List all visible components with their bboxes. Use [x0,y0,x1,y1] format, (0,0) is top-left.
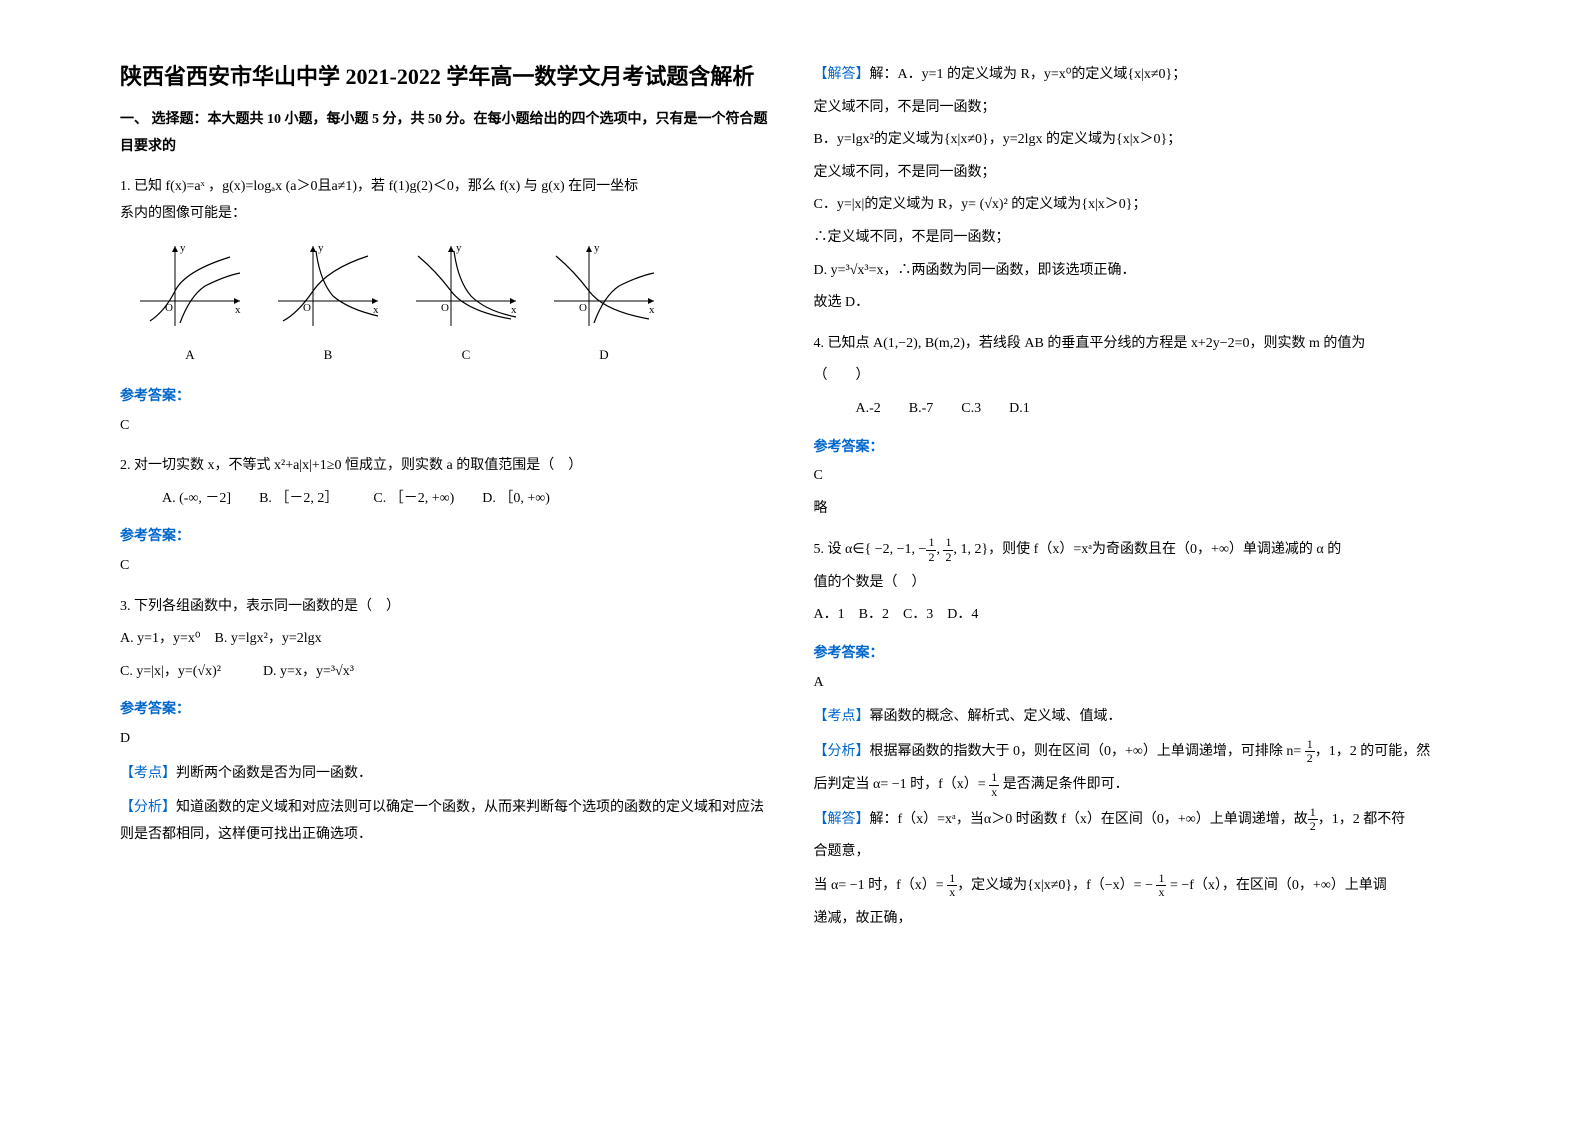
q3-jieda6: ∴定义域不同，不是同一函数； [814,225,1468,252]
frac-half-2: 12 [943,536,953,563]
q2-answer: C [120,553,774,580]
left-column: 陕西省西安市华山中学 2021-2022 学年高一数学文月考试题含解析 一、 选… [100,60,794,1062]
q5-kaodian-text: 幂函数的概念、解析式、定义域、值域． [870,709,1122,724]
q5-kaodian: 【考点】幂函数的概念、解析式、定义域、值域． [814,702,1468,731]
graph-a: O x y A [130,241,250,368]
document-title: 陕西省西安市华山中学 2021-2022 学年高一数学文月考试题含解析 [120,60,774,93]
kaodian-label: 【考点】 [120,764,176,780]
q1-graphs: O x y A O x y [120,241,774,368]
q5-mid: , [936,542,943,557]
q1-line1: 1. 已知 f(x)=aˣ ，g(x)=logₐx (a＞0且a≠1)，若 f(… [120,174,774,201]
frac-1x-1: 1x [989,771,999,798]
fenxi-label: 【分析】 [814,742,870,758]
question-1: 1. 已知 f(x)=aˣ ，g(x)=logₐx (a＞0且a≠1)，若 f(… [120,174,774,227]
svg-text:x: x [649,304,655,316]
q4-answer: C [814,463,1468,490]
q3-answer-label: 参考答案： [120,695,774,722]
svg-text:x: x [373,304,379,316]
q4-answer-label: 参考答案： [814,433,1468,460]
frac-1x-2: 1x [947,872,957,899]
q3-optC: C. y=|x|，y=(√x)² D. y=x，y=³√x³ [120,659,774,686]
q3-fenxi: 【分析】知道函数的定义域和对应法则可以确定一个函数，从而来判断每个选项的函数的定… [120,793,774,848]
svg-text:O: O [441,302,449,314]
q5-fenxi1: 根据幂函数的指数大于 0，则在区间（0，+∞）上单调递增，可排除 n= [870,744,1305,759]
q5-jieda3a: 当 α= −1 时，f（x）= [814,878,948,893]
frac-half-4: 12 [1308,806,1318,833]
svg-text:x: x [511,304,517,316]
svg-text:O: O [579,302,587,314]
q3-jieda7: D. y=³√x³=x，∴两函数为同一函数，即该选项正确． [814,258,1468,285]
q1-line2: 系内的图像可能是： [120,201,774,228]
svg-text:y: y [456,242,462,254]
graph-c-label: C [406,343,526,368]
q5-pre: 5. 设 [814,542,846,557]
graph-d-label: D [544,343,664,368]
q5-jieda3b: ，定义域为{x|x≠0}，f（−x）= − [957,878,1156,893]
q5-jieda2: 合题意， [814,839,1468,866]
frac-half-3: 12 [1305,738,1315,765]
graph-b-label: B [268,343,388,368]
q4-brief: 略 [814,496,1468,523]
q3-fenxi-text: 知道函数的定义域和对应法则可以确定一个函数，从而来判断每个选项的函数的定义域和对… [120,800,764,842]
q3-jieda1-text: 解：A．y=1 的定义域为 R，y=x⁰的定义域{x|x≠0}； [870,67,1187,82]
q5-fenxi3a: 后判定当 α= −1 时，f（x）= [814,777,990,792]
q5-set: α∈{ −2, −1, − [845,542,926,557]
q5-fenxi4: 是否满足条件即可． [999,777,1129,792]
q5-answer-label: 参考答案： [814,639,1468,666]
jieda-label: 【解答】 [814,810,870,826]
q5-text2: 值的个数是（ ） [814,570,1468,597]
q5-options: A．1 B．2 C．3 D．4 [814,602,1468,629]
svg-text:O: O [303,302,311,314]
fenxi-label: 【分析】 [120,798,176,814]
q3-kaodian: 【考点】判断两个函数是否为同一函数． [120,759,774,788]
svg-text:y: y [318,242,324,254]
question-4: 4. 已知点 A(1,−2), B(m,2)，若线段 AB 的垂直平分线的方程是… [814,331,1468,358]
q2-answer-label: 参考答案： [120,522,774,549]
q3-jieda3: B．y=lgx²的定义域为{x|x≠0}，y=2lgx 的定义域为{x|x＞0}… [814,127,1468,154]
q4-text2: （ ） [814,363,1468,390]
q5-fenxi3: 后判定当 α= −1 时，f（x）= 1x 是否满足条件即可． [814,771,1468,799]
q5-jieda1a: 解：f（x）=xᵃ，当α＞0 时函数 f（x）在区间（0，+∞）上单调递增，故 [870,812,1308,827]
q5-fenxi: 【分析】根据幂函数的指数大于 0，则在区间（0，+∞）上单调递增，可排除 n= … [814,737,1468,766]
right-column: 【解答】解：A．y=1 的定义域为 R，y=x⁰的定义域{x|x≠0}； 定义域… [794,60,1488,1062]
section-header: 一、 选择题：本大题共 10 小题，每小题 5 分，共 50 分。在每小题给出的… [120,107,774,160]
question-5: 5. 设 α∈{ −2, −1, −12, 12, 1, 2}，则使 f（x）=… [814,536,1468,564]
graph-a-label: A [130,343,250,368]
svg-text:y: y [180,242,186,254]
question-2: 2. 对一切实数 x，不等式 x²+a|x|+1≥0 恒成立，则实数 a 的取值… [120,453,774,480]
q3-kaodian-text: 判断两个函数是否为同一函数． [176,766,372,781]
q4-options: A.-2 B.-7 C.3 D.1 [814,396,1468,423]
frac-1x-3: 1x [1156,872,1166,899]
frac-half-1: 12 [926,536,936,563]
q5-fenxi2: ，1，2 的可能，然 [1315,744,1431,759]
svg-text:y: y [594,242,600,254]
q3-jieda5: C．y=|x|的定义域为 R，y= (√x)² 的定义域为{x|x＞0}； [814,192,1468,219]
q5-jieda3: 当 α= −1 时，f（x）= 1x，定义域为{x|x≠0}，f（−x）= − … [814,872,1468,900]
q3-jieda1: 【解答】解：A．y=1 的定义域为 R，y=x⁰的定义域{x|x≠0}； [814,60,1468,89]
q3-jieda4: 定义域不同，不是同一函数； [814,160,1468,187]
q5-jieda1: 【解答】解：f（x）=xᵃ，当α＞0 时函数 f（x）在区间（0，+∞）上单调递… [814,805,1468,834]
q3-answer: D [120,726,774,753]
graph-b: O x y B [268,241,388,368]
graph-d: O x y D [544,241,664,368]
svg-text:x: x [235,304,241,316]
jieda-label: 【解答】 [814,65,870,81]
q1-answer-label: 参考答案： [120,382,774,409]
q5-answer: A [814,670,1468,697]
q3-jieda2: 定义域不同，不是同一函数； [814,95,1468,122]
q3-optA: A. y=1，y=x⁰ B. y=lgx²，y=2lgx [120,626,774,653]
question-3: 3. 下列各组函数中，表示同一函数的是（ ） [120,594,774,621]
svg-text:O: O [165,302,173,314]
q5-jieda3c: = −f（x），在区间（0，+∞）上单调 [1166,878,1386,893]
q5-jieda1b: ，1，2 都不符 [1318,812,1406,827]
q5-jieda4: 递减，故正确， [814,906,1468,933]
q5-after: , 1, 2} [953,542,988,557]
q5-tail: ，则使 f（x）=xᵃ为奇函数且在（0，+∞）单调递减的 α 的 [988,542,1341,557]
kaodian-label: 【考点】 [814,707,870,723]
q1-answer: C [120,413,774,440]
graph-c: O x y C [406,241,526,368]
q2-options: A. (-∞, －2] B. ［－2, 2］ C. ［－2, +∞) D. ［0… [120,486,774,513]
q3-jieda8: 故选 D． [814,290,1468,317]
